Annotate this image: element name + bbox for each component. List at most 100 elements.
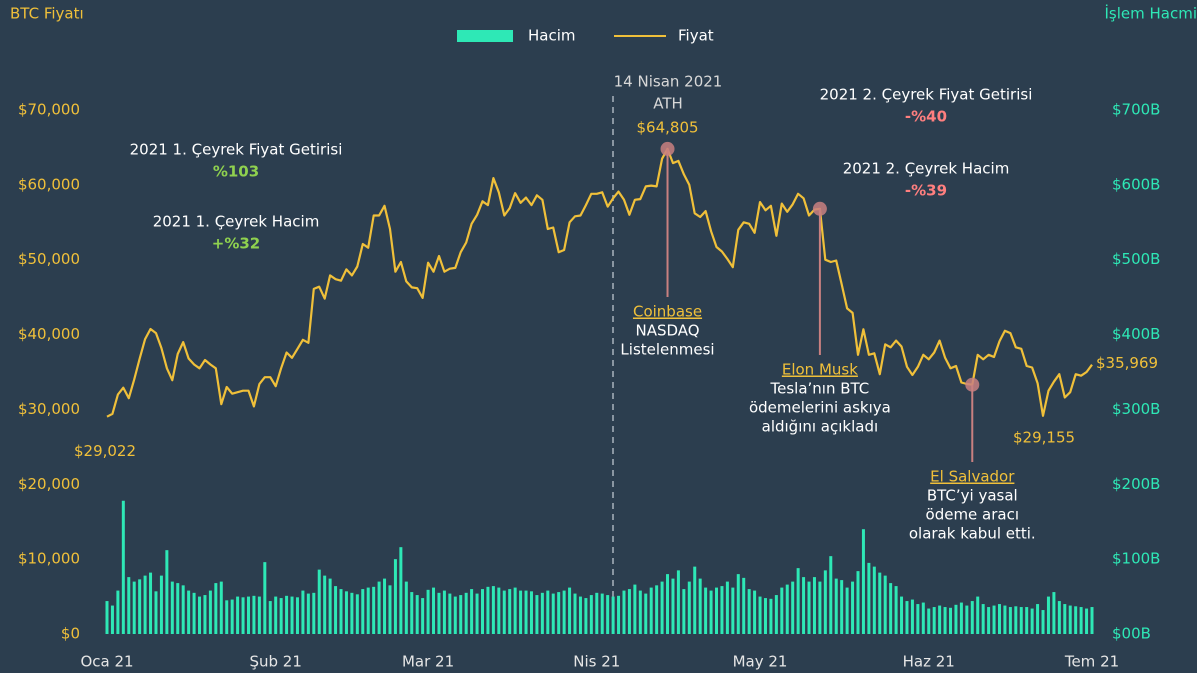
volume-bar <box>470 589 474 634</box>
ath-label: ATH <box>653 95 683 113</box>
event-text: olarak kabul etti. <box>909 525 1036 543</box>
volume-bar <box>121 500 125 634</box>
volume-bar <box>747 589 751 634</box>
volume-bar <box>578 596 582 634</box>
stat-value: %103 <box>213 163 259 181</box>
volume-bar <box>116 590 120 634</box>
y-tick-label: $10,000 <box>18 550 80 568</box>
volume-bar <box>997 604 1001 634</box>
volume-bar <box>459 595 463 634</box>
volume-bar <box>1008 607 1012 634</box>
stat-label: 2021 2. Çeyrek Fiyat Getirisi <box>820 86 1033 104</box>
legend-label: Fiyat <box>678 27 714 45</box>
volume-bar <box>274 596 278 634</box>
volume-bar <box>715 587 719 634</box>
value-label: $35,969 <box>1096 354 1158 372</box>
volume-bar <box>736 574 740 634</box>
stat-value: -%39 <box>905 182 947 200</box>
event-title: Elon Musk <box>782 361 858 379</box>
y2-tick-label: $700B <box>1112 101 1160 119</box>
volume-bar <box>959 602 963 634</box>
volume-bar <box>867 562 871 634</box>
volume-bar <box>355 594 359 634</box>
x-tick-label: Oca 21 <box>80 653 133 671</box>
volume-bar <box>246 596 250 634</box>
value-label: $29,022 <box>74 442 136 460</box>
volume-bar <box>856 571 860 634</box>
y2-tick-label: $300B <box>1112 400 1160 418</box>
volume-bar <box>970 601 974 634</box>
volume-bar <box>1030 608 1034 634</box>
y-tick-label: $60,000 <box>18 175 80 193</box>
volume-bar <box>508 589 512 634</box>
y2-tick-label: $500B <box>1112 250 1160 268</box>
volume-bar <box>687 581 691 634</box>
volume-bar <box>388 585 392 634</box>
volume-bar <box>437 592 441 634</box>
volume-bar <box>1085 608 1089 634</box>
ath-label: 14 Nisan 2021 <box>614 73 723 91</box>
volume-bar <box>981 604 985 634</box>
volume-bar <box>725 581 729 634</box>
volume-bar <box>127 577 131 634</box>
volume-bar <box>334 586 338 634</box>
volume-bar <box>181 585 185 634</box>
volume-bar <box>290 596 294 634</box>
volume-bar <box>600 593 604 634</box>
volume-bar <box>878 572 882 634</box>
volume-bar <box>497 587 501 634</box>
volume-bar <box>317 569 321 634</box>
volume-bar <box>633 584 637 634</box>
event-text: Listelenmesi <box>620 341 714 359</box>
volume-bar <box>1074 606 1078 634</box>
volume-bar <box>785 584 789 634</box>
volume-bar <box>165 550 169 634</box>
volume-bar <box>921 602 925 634</box>
event-text: ödeme aracı <box>926 506 1020 524</box>
volume-bar <box>252 595 256 634</box>
volume-bar <box>312 592 316 634</box>
volume-bar <box>671 578 675 634</box>
volume-bar <box>763 598 767 634</box>
volume-bar <box>1014 606 1018 634</box>
volume-bar <box>704 587 708 634</box>
volume-bar <box>562 590 566 634</box>
volume-bar <box>306 593 310 634</box>
y2-tick-label: $200B <box>1112 475 1160 493</box>
volume-bar <box>203 595 207 634</box>
volume-bar <box>149 572 153 634</box>
y-tick-label: $70,000 <box>18 101 80 119</box>
volume-bar <box>432 587 436 634</box>
volume-bar <box>758 596 762 634</box>
volume-bar <box>257 596 261 634</box>
volume-bar <box>627 589 631 634</box>
volume-bar <box>638 590 642 634</box>
volume-bar <box>361 589 365 634</box>
volume-bar <box>279 598 283 634</box>
volume-bar <box>949 607 953 634</box>
volume-bar <box>1041 610 1045 634</box>
y-tick-label: $30,000 <box>18 400 80 418</box>
volume-bar <box>535 595 539 634</box>
event-title: Coinbase <box>633 303 702 321</box>
volume-bar <box>742 577 746 634</box>
volume-bar <box>491 586 495 634</box>
volume-bar <box>916 604 920 634</box>
volume-bar <box>410 592 414 634</box>
volume-bar <box>791 581 795 634</box>
volume-bar <box>992 605 996 634</box>
volume-bar <box>399 547 403 634</box>
x-tick-label: May 21 <box>733 653 788 671</box>
volume-bar <box>900 596 904 634</box>
volume-bar <box>676 570 680 634</box>
volume-bar <box>584 598 588 634</box>
event-text: BTC’yi yasal <box>927 487 1018 505</box>
volume-bar <box>731 587 735 634</box>
volume-bar <box>780 587 784 634</box>
volume-bar <box>557 592 561 634</box>
event-text: NASDAQ <box>635 322 699 340</box>
volume-bar <box>105 601 109 634</box>
volume-bar <box>230 599 234 634</box>
volume-bar <box>480 589 484 634</box>
